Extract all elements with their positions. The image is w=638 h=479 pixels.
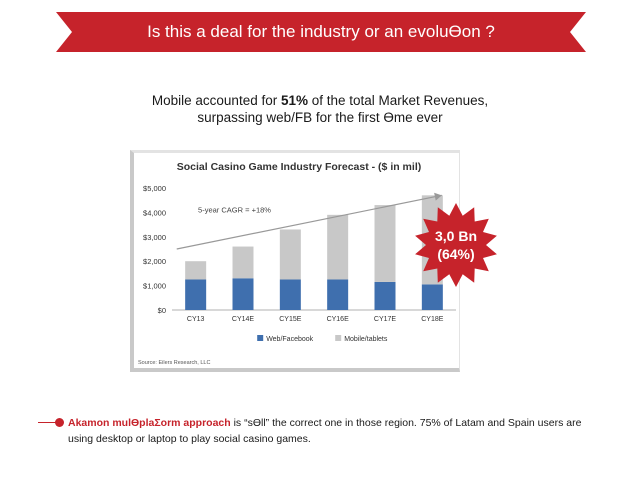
- chart-frame: Social Casino Game Industry Forecast - (…: [130, 150, 460, 372]
- title-banner: Is this a deal for the industry or an ev…: [56, 12, 586, 52]
- bar-web-facebook: [327, 279, 349, 310]
- chart-source: Source: Eilers Research, LLC: [138, 360, 211, 366]
- cagr-annotation: 5-year CAGR = +18%: [198, 205, 271, 214]
- x-tick-label: CY14E: [232, 316, 255, 323]
- bullet-dot-icon: [55, 418, 64, 427]
- y-tick-label: $4,000: [143, 208, 166, 217]
- starburst-value: 3,0 Bn: [434, 228, 477, 244]
- bar-mobile-tablets: [279, 229, 301, 280]
- bar-mobile-tablets: [327, 214, 349, 280]
- x-tick-label: CY16E: [327, 316, 350, 323]
- starburst-shape: [415, 203, 497, 287]
- footnote-highlight: Akamon mulƟplaƩorm approach: [68, 417, 231, 429]
- bar-chart: $0 $1,000 $2,000 $3,000 $4,000 $5,000 CY13 CY14…: [143, 184, 456, 343]
- bar-web-facebook: [232, 278, 254, 310]
- bar-mobile-tablets: [374, 205, 396, 282]
- bar-web-facebook: [374, 281, 396, 310]
- legend-swatch: [335, 335, 342, 341]
- footnote: Akamon mulƟplaƩorm approach is “sƟll” th…: [68, 415, 608, 447]
- y-tick-label: $1,000: [143, 282, 166, 291]
- y-tick-label: $5,000: [143, 184, 166, 193]
- starburst-badge: 3,0 Bn (64%): [413, 202, 499, 288]
- legend-label: Web/Facebook: [266, 336, 313, 343]
- subtitle: Mobile accounted for 51% of the total Ma…: [60, 92, 580, 126]
- subtitle-line-1: Mobile accounted for 51% of the total Ma…: [151, 93, 489, 108]
- chart-title: Social Casino Game Industry Forecast - (…: [176, 161, 422, 173]
- footnote-text: is “sƟll” the correct one in those regio…: [68, 417, 582, 445]
- legend-label: Mobile/tablets: [344, 336, 388, 343]
- x-tick-label: CY13: [187, 316, 205, 323]
- banner-ribbon-shape: [56, 12, 586, 52]
- bar-mobile-tablets: [232, 246, 254, 279]
- legend-swatch: [257, 335, 264, 341]
- subtitle-line-2: surpassing web/FB for the ﬁrst Ɵme ever: [197, 110, 443, 125]
- x-tick-label: CY15E: [279, 316, 302, 323]
- y-tick-label: $2,000: [143, 257, 166, 266]
- cagr-arrow-line: [176, 194, 442, 250]
- cagr-arrow-head: [434, 192, 442, 201]
- bar-mobile-tablets: [185, 261, 207, 280]
- bar-web-facebook: [279, 279, 301, 310]
- y-tick-label: $0: [158, 306, 166, 315]
- y-tick-label: $3,000: [143, 233, 166, 242]
- subtitle-highlight: 51%: [280, 93, 308, 108]
- x-tick-label: CY18E: [421, 316, 444, 323]
- bullet-line: [38, 422, 60, 423]
- x-tick-label: CY17E: [374, 316, 397, 323]
- starburst-percent: (64%): [437, 246, 475, 262]
- starburst-text: 3,0 Bn (64%): [413, 227, 499, 263]
- starburst-polygon: [415, 203, 497, 287]
- bar-web-facebook: [185, 279, 207, 310]
- bar-web-facebook: [421, 284, 443, 310]
- slide-title: Is this a deal for the industry or an ev…: [147, 22, 495, 41]
